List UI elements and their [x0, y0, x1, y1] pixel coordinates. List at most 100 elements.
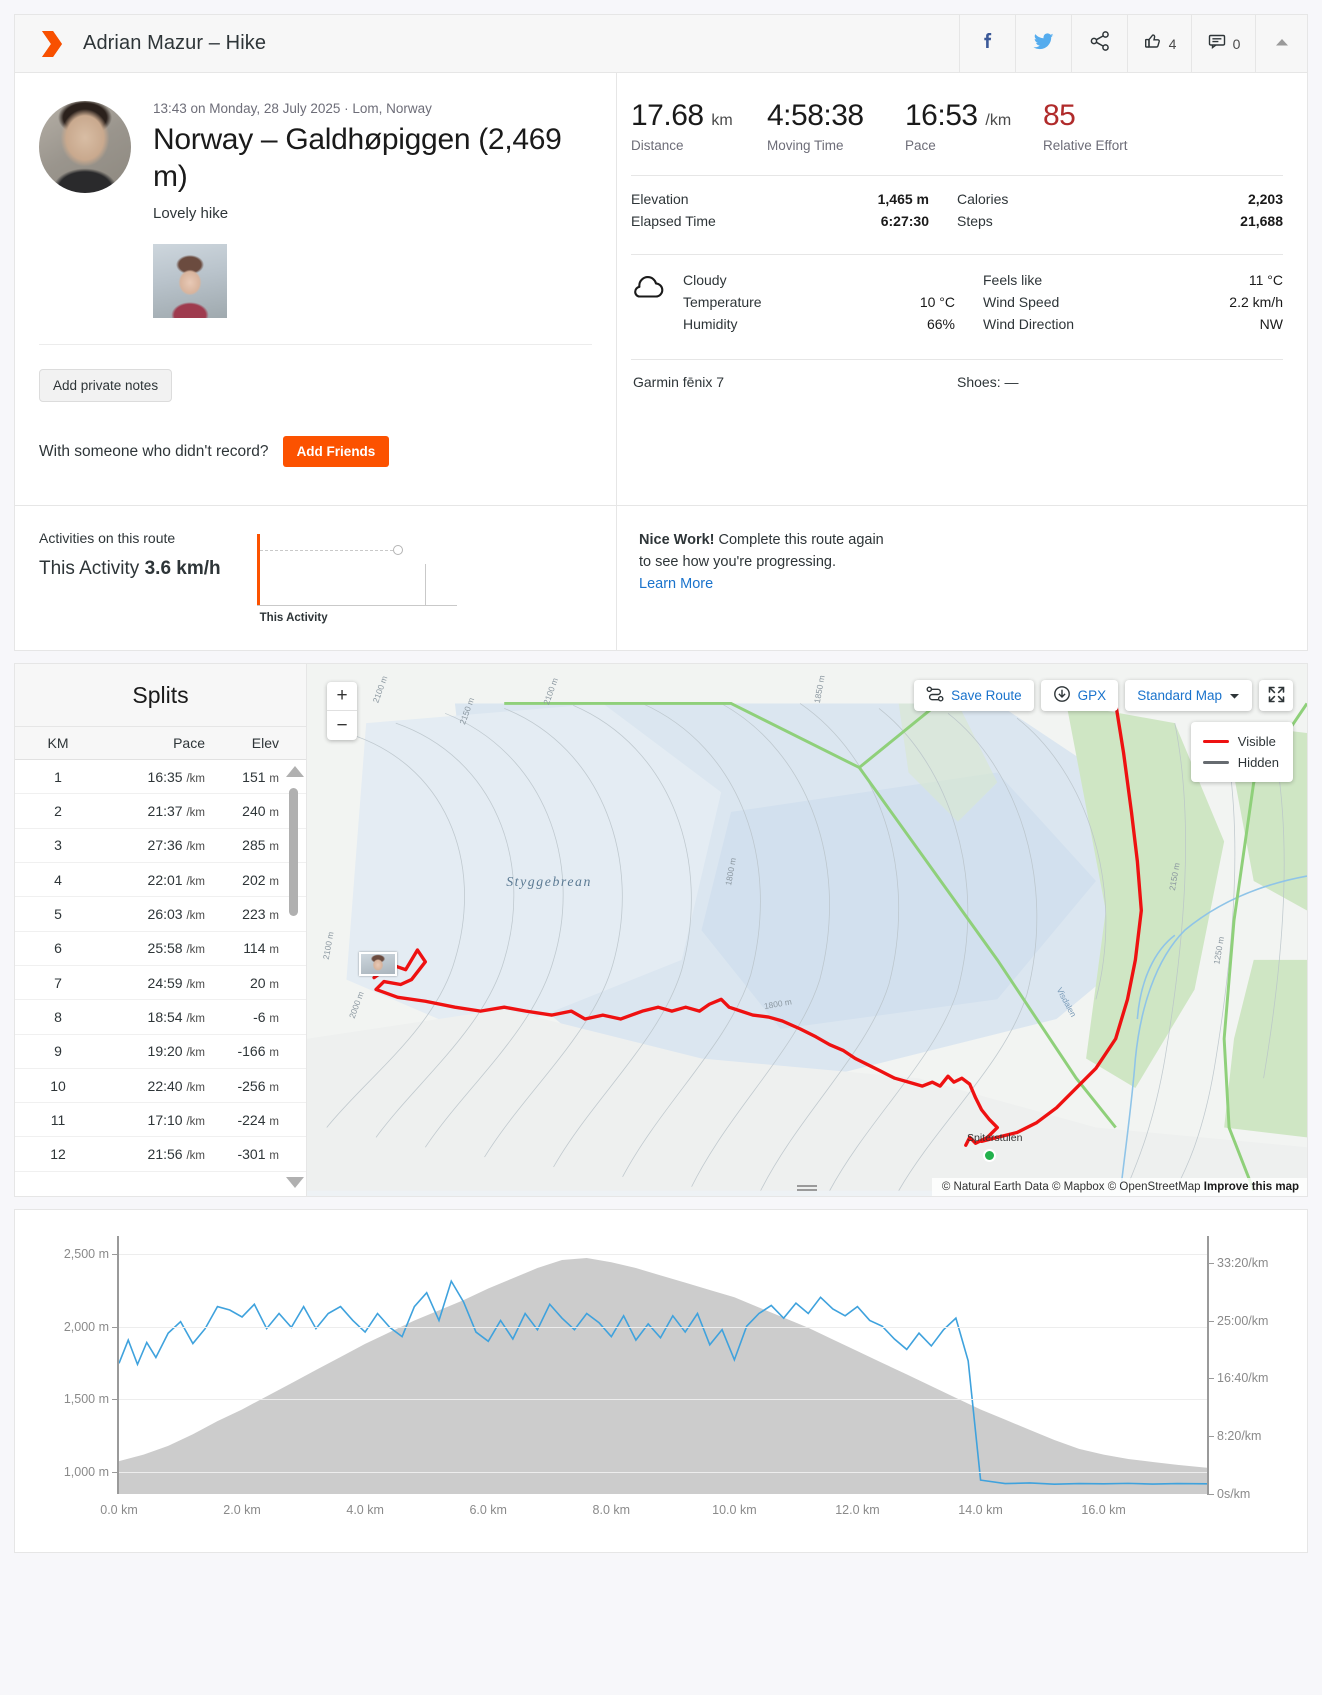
add-friends-button[interactable]: Add Friends — [282, 436, 390, 468]
split-pace: 21:37 /km — [147, 803, 205, 820]
chart-y-left-label: 2,500 m — [63, 1246, 109, 1261]
facebook-share-button[interactable] — [959, 14, 1015, 73]
split-pace: 27:36 /km — [147, 837, 205, 854]
calories-label: Calories — [957, 191, 1009, 207]
table-row[interactable]: 11 17:10 /km -224 m — [15, 1103, 306, 1138]
save-route-button[interactable]: Save Route — [914, 680, 1034, 712]
divider — [631, 254, 1283, 255]
gpx-download-button[interactable]: GPX — [1040, 680, 1119, 712]
split-elev: -224 m — [237, 1111, 279, 1128]
split-elev-unit: m — [269, 1115, 279, 1128]
chart-y-left-label: 1,500 m — [63, 1392, 109, 1407]
splits-col-elev[interactable]: Elev — [251, 735, 279, 752]
zoom-in-button[interactable]: + — [327, 682, 357, 712]
scroll-down-icon[interactable] — [286, 1177, 304, 1189]
wind-direction-value: NW — [1259, 316, 1283, 332]
download-icon — [1053, 685, 1071, 706]
chart-series-svg — [119, 1258, 1207, 1495]
split-km: 7 — [54, 974, 62, 991]
share-button[interactable] — [1071, 14, 1127, 73]
map-resize-handle[interactable] — [797, 1185, 817, 1193]
scroll-up-icon[interactable] — [286, 766, 304, 778]
table-row[interactable]: 7 24:59 /km 20 m — [15, 966, 306, 1001]
divider — [631, 175, 1283, 176]
primary-stats: 17.68 km Distance 4:58:38 Moving Time 16… — [631, 99, 1283, 163]
activity-meta: 13:43 on Monday, 28 July 2025 · Lom, Nor… — [153, 101, 592, 319]
split-pace-unit: /km — [186, 944, 205, 957]
route-progress-section: Activities on this route This Activity 3… — [15, 505, 1307, 651]
route-chart-x-axis — [256, 605, 457, 607]
header-actions: 4 0 — [959, 14, 1307, 73]
activity-page: Adrian Mazur – Hike — [0, 14, 1322, 1554]
weather-values: Cloudy Temperature 10 °C Humidity 66% — [683, 269, 1283, 335]
elevation-label: Elevation — [631, 191, 689, 207]
save-route-label: Save Route — [951, 688, 1022, 704]
weather-left: Cloudy Temperature 10 °C Humidity 66% — [683, 269, 983, 335]
chart-y-tick — [112, 1326, 119, 1328]
route-map[interactable]: Spiterstulen Styggebrean 2100 m 2100 m 2… — [307, 664, 1307, 1197]
humidity-value: 66% — [926, 316, 955, 332]
map-photo-marker[interactable] — [359, 952, 397, 977]
splits-body[interactable]: 1 16:35 /km 151 m 2 21:37 /km 240 m 3 27:36 /km… — [15, 760, 306, 1196]
split-km: 12 — [50, 1146, 66, 1163]
secondary-stats: Elevation 1,465 m Elapsed Time 6:27:30 C… — [631, 176, 1283, 242]
split-elev: 223 m — [242, 906, 279, 923]
chart-plot[interactable]: 1,000 m 1,500 m 2,000 m 2,500 m 0s/km 8:20/km… — [64, 1236, 1268, 1517]
add-private-notes-button[interactable]: Add private notes — [39, 369, 173, 403]
humidity-label: Humidity — [683, 316, 738, 332]
scrollbar-thumb[interactable] — [289, 788, 298, 917]
activity-photo-thumbnail[interactable] — [153, 244, 227, 319]
table-row[interactable]: 8 18:54 /km -6 m — [15, 1000, 306, 1035]
table-row[interactable]: 4 22:01 /km 202 m — [15, 863, 306, 898]
table-row[interactable]: 2 21:37 /km 240 m — [15, 794, 306, 829]
learn-more-link[interactable]: Learn More — [639, 575, 714, 592]
secondary-stats-right: Calories 2,203 Steps 21,688 — [957, 188, 1283, 232]
table-row[interactable]: 1 16:35 /km 151 m — [15, 760, 306, 795]
table-row[interactable]: 12 21:56 /km -301 m — [15, 1137, 306, 1172]
activity-header: Adrian Mazur – Hike — [15, 14, 1307, 73]
route-chart-point — [392, 545, 403, 556]
zoom-out-button[interactable]: − — [336, 714, 348, 736]
comments-button[interactable]: 0 — [1191, 14, 1255, 73]
splits-scrollbar[interactable] — [286, 760, 304, 1196]
table-row[interactable]: 6 25:58 /km 114 m — [15, 932, 306, 966]
table-row[interactable]: 10 22:40 /km -256 m — [15, 1069, 306, 1104]
stat-row-elapsed-time: Elapsed Time 6:27:30 — [631, 210, 957, 232]
improve-map-link[interactable]: Improve this map — [1203, 1181, 1299, 1194]
avatar[interactable] — [39, 101, 131, 193]
elevation-pace-chart-card: 1,000 m 1,500 m 2,000 m 2,500 m 0s/km 8:20/km… — [14, 1209, 1308, 1554]
table-row[interactable]: 3 27:36 /km 285 m — [15, 829, 306, 864]
chart-y-right-tick — [1207, 1436, 1214, 1438]
fullscreen-button[interactable] — [1259, 680, 1293, 712]
collapse-button[interactable] — [1255, 14, 1307, 73]
split-km: 5 — [54, 906, 62, 923]
splits-col-km[interactable]: KM — [47, 735, 69, 752]
split-km: 4 — [54, 871, 62, 888]
device-name: Garmin fēnix 7 — [633, 374, 725, 390]
add-friends-row: With someone who didn't record? Add Frie… — [39, 436, 592, 468]
chart-y-right-tick — [1207, 1262, 1214, 1264]
split-elev-unit: m — [269, 1150, 279, 1163]
split-pace: 26:03 /km — [147, 906, 205, 923]
split-pace: 25:58 /km — [147, 940, 205, 957]
map-endpoint-marker[interactable] — [983, 1149, 996, 1163]
activity-card: Adrian Mazur – Hike — [14, 14, 1308, 652]
split-km: 2 — [54, 803, 62, 820]
chart-gridline — [119, 1399, 1207, 1401]
map-type-select[interactable]: Standard Map — [1125, 680, 1252, 712]
map-zoom-controls[interactable]: + − — [327, 682, 357, 741]
splits-col-pace[interactable]: Pace — [173, 735, 205, 752]
twitter-icon — [1033, 31, 1055, 56]
chevron-up-icon — [1274, 35, 1290, 53]
route-chart-tick — [424, 564, 426, 607]
wind-speed-label: Wind Speed — [983, 294, 1060, 310]
steps-value: 21,688 — [1240, 213, 1283, 229]
calories-value: 2,203 — [1247, 191, 1283, 207]
distance-label: Distance — [631, 138, 684, 153]
table-row[interactable]: 5 26:03 /km 223 m — [15, 897, 306, 932]
route-chart-plot — [256, 534, 457, 607]
split-elev-unit: m — [269, 944, 279, 957]
twitter-share-button[interactable] — [1015, 14, 1071, 73]
table-row[interactable]: 9 19:20 /km -166 m — [15, 1035, 306, 1069]
kudos-button[interactable]: 4 — [1127, 14, 1191, 73]
